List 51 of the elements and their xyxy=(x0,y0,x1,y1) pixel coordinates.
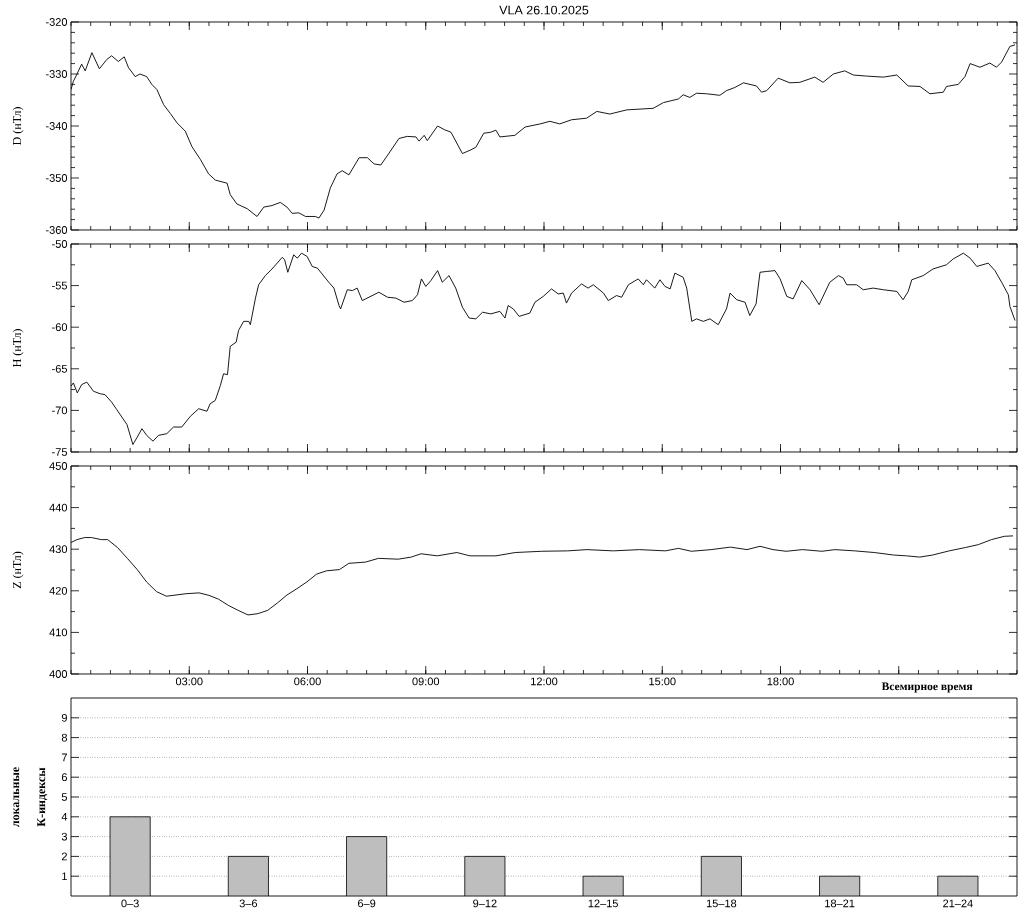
x-axis-title: Всемирное время xyxy=(881,682,973,693)
y-tick-label: 3 xyxy=(61,832,67,841)
y-tick-label: 450 xyxy=(49,462,68,470)
y-tick-label: -340 xyxy=(45,122,68,130)
x-tick-label: 18–21 xyxy=(825,899,855,908)
x-tick-label: 06:00 xyxy=(294,677,321,686)
y-tick-label: 4 xyxy=(61,813,68,821)
y-axis-title: H (нТл) xyxy=(12,329,24,368)
y-tick-label: 400 xyxy=(49,670,68,678)
y-axis-title: Z (нТл) xyxy=(12,551,24,589)
y-tick-label: 9 xyxy=(61,713,67,722)
y-tick-label: -350 xyxy=(45,174,68,182)
x-tick-label: 09:00 xyxy=(412,677,440,686)
y-tick-label: -50 xyxy=(52,240,68,248)
y-tick-label: -320 xyxy=(45,18,68,26)
y-tick-label: -70 xyxy=(52,406,68,415)
y-tick-label: 410 xyxy=(49,628,68,637)
bar xyxy=(227,856,269,896)
x-tick-label: 12–15 xyxy=(588,899,618,908)
x-tick-label: 21–24 xyxy=(943,899,973,908)
y-tick-label: -75 xyxy=(52,448,68,456)
y-tick-label: 7 xyxy=(61,753,67,762)
x-tick-label: 18:00 xyxy=(767,677,794,686)
y-tick-label: -55 xyxy=(52,281,68,290)
y-axis-title: D (нТл) xyxy=(12,107,24,146)
y-tick-label: 440 xyxy=(49,503,68,512)
x-tick-label: 9–12 xyxy=(473,899,497,908)
y-tick-label: 2 xyxy=(61,852,67,861)
y-tick-label: 8 xyxy=(61,733,67,742)
y-tick-label: 1 xyxy=(62,872,67,880)
x-tick-label: 6–9 xyxy=(358,899,376,908)
y-tick-label: -60 xyxy=(52,323,68,332)
x-tick-label: 3–6 xyxy=(239,899,258,908)
bar xyxy=(464,856,506,896)
text: локальные К-индексы xyxy=(13,767,48,827)
y-tick-label: 430 xyxy=(49,545,68,554)
y-tick-label: -330 xyxy=(45,70,68,78)
y-tick-label: -360 xyxy=(45,226,68,234)
bar xyxy=(109,816,151,896)
y-tick-label: -65 xyxy=(52,364,68,373)
x-tick-label: 15:00 xyxy=(649,677,676,686)
y-tick-label: 420 xyxy=(49,586,68,595)
bar xyxy=(700,856,742,896)
x-tick-label: 03:00 xyxy=(175,677,203,686)
bar xyxy=(346,836,388,896)
x-tick-label: 15–18 xyxy=(706,899,737,908)
x-tick-label: 0–3 xyxy=(121,899,139,908)
y-tick-label: 6 xyxy=(61,773,67,782)
chart-title: VLA 26.10.2025 xyxy=(499,5,589,15)
y-tick-label: 5 xyxy=(61,793,68,801)
x-tick-label: 12:00 xyxy=(531,677,558,686)
